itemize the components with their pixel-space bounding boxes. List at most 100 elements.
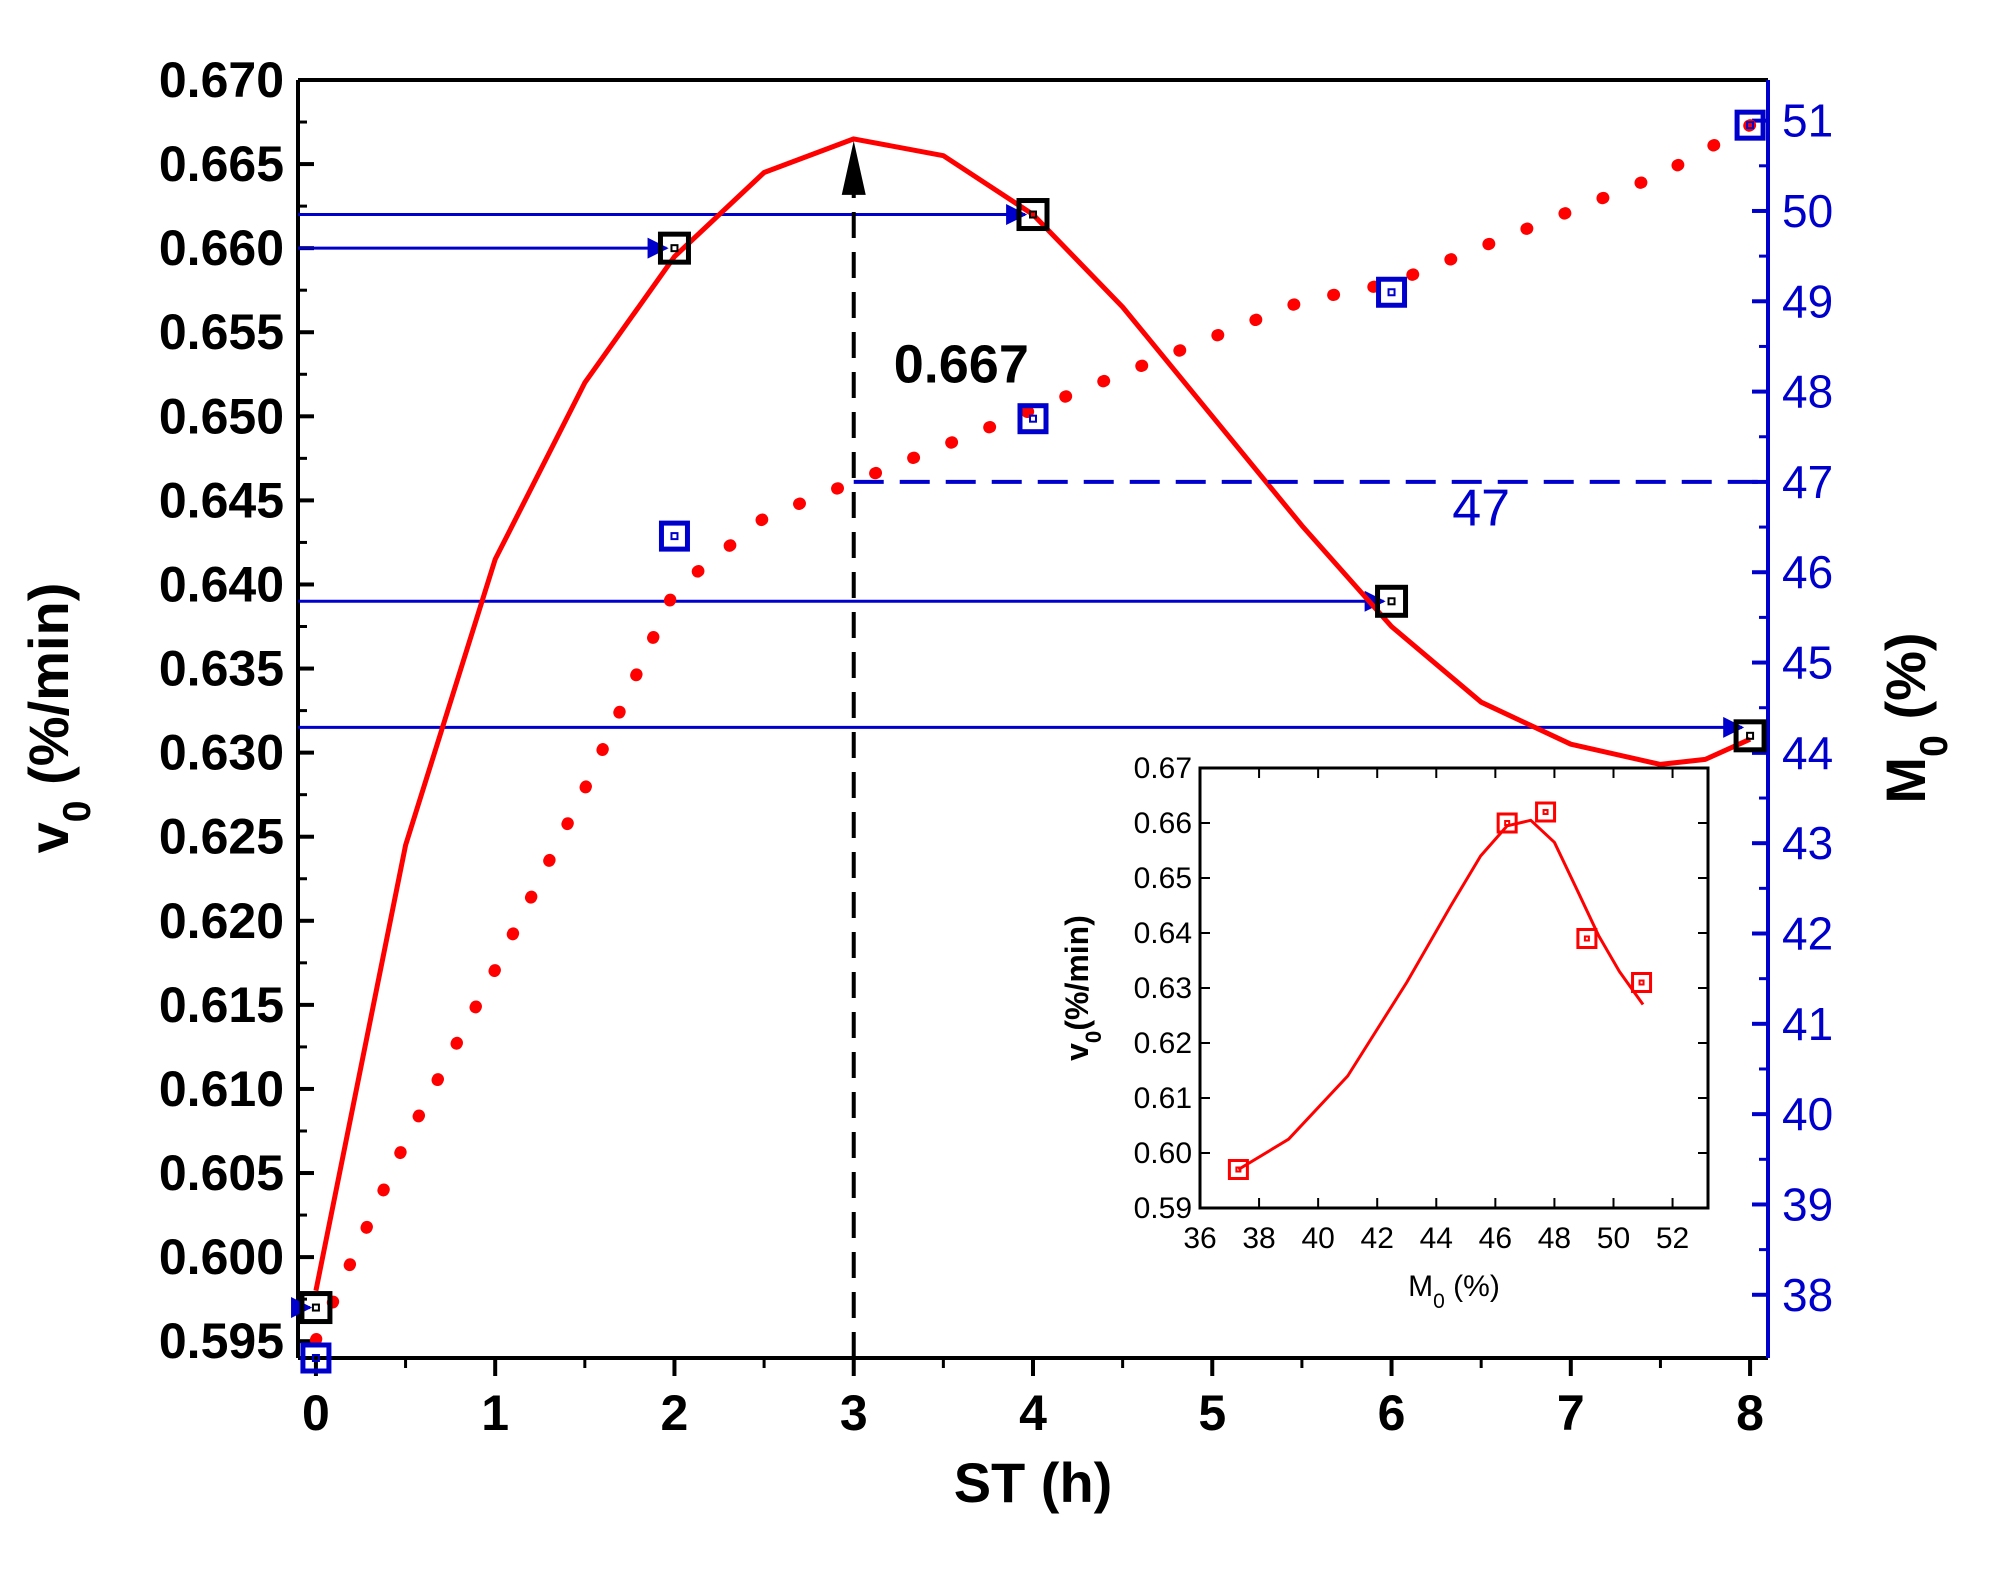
inset-y-tick-label: 0.62	[1134, 1027, 1192, 1060]
v0-marker-center	[670, 244, 679, 253]
left-tick-label: 0.605	[159, 1145, 284, 1201]
left-tick-label: 0.670	[159, 52, 284, 108]
inset-marker-center	[1504, 820, 1511, 826]
v0-marker	[1016, 198, 1050, 232]
m0-marker	[300, 1342, 332, 1374]
inset-y-axis-title: v0(%/min)	[1059, 915, 1106, 1061]
inset-marker-center	[1235, 1166, 1242, 1173]
inset-y-tick-label: 0.63	[1134, 972, 1192, 1005]
v0-marker-center	[1746, 731, 1755, 740]
inset-y-tick-label: 0.61	[1134, 1082, 1192, 1115]
right-tick-label: 50	[1782, 185, 1833, 237]
inset-y-tick-label: 0.59	[1134, 1192, 1192, 1225]
v0-marker-center	[1029, 210, 1037, 219]
v0-marker	[299, 1291, 333, 1325]
inset-marker	[1535, 801, 1557, 823]
inset-x-tick-label: 40	[1301, 1222, 1334, 1255]
left-tick-label: 0.595	[159, 1313, 284, 1369]
v0-marker	[1375, 584, 1409, 618]
m0-marker-center	[1746, 121, 1755, 130]
left-tick-label: 0.655	[159, 304, 284, 360]
x-tick-label: 1	[481, 1385, 509, 1441]
inset-y-tick-label: 0.64	[1134, 917, 1192, 950]
right-tick-label: 43	[1782, 817, 1833, 869]
left-tick-label: 0.650	[159, 388, 284, 444]
v0-marker-center	[1387, 597, 1396, 606]
inset-y-tick-label: 0.60	[1134, 1137, 1192, 1170]
inset-marker	[1227, 1159, 1249, 1180]
inset-x-tick-label: 44	[1420, 1222, 1453, 1255]
right-tick-label: 46	[1782, 546, 1833, 598]
x-tick-label: 8	[1736, 1385, 1764, 1441]
inset-x-tick-label: 46	[1479, 1222, 1512, 1255]
left-tick-label: 0.640	[159, 556, 284, 612]
right-tick-label: 51	[1782, 95, 1833, 147]
inset-x-tick-label: 50	[1597, 1222, 1630, 1255]
m0-marker	[658, 520, 690, 552]
left-tick-label: 0.620	[159, 893, 284, 949]
x-tick-label: 7	[1557, 1385, 1585, 1441]
peak-arrow-head	[841, 140, 866, 195]
m0-marker	[1376, 276, 1408, 308]
right-tick-label: 40	[1782, 1088, 1833, 1140]
inset-x-tick-label: 38	[1242, 1222, 1275, 1255]
x-axis-title: ST (h)	[954, 1451, 1113, 1514]
right-tick-label: 49	[1782, 275, 1833, 327]
inset-frame	[1198, 766, 1710, 1210]
inset-marker-center	[1638, 979, 1645, 986]
inset-marker-center	[1583, 935, 1590, 942]
left-tick-label: 0.635	[159, 641, 284, 697]
right-tick-label: 47	[1782, 456, 1833, 508]
right-tick-label: 48	[1782, 366, 1833, 418]
inset-marker	[1576, 928, 1598, 949]
right-tick-label: 39	[1782, 1178, 1833, 1230]
peak-value-label: 0.667	[894, 335, 1029, 395]
x-tick-label: 0	[302, 1385, 330, 1441]
m0-marker-center	[670, 532, 679, 541]
left-tick-label: 0.625	[159, 809, 284, 865]
left-tick-label: 0.660	[159, 220, 284, 276]
left-tick-label: 0.665	[159, 136, 284, 192]
right-tick-label: 38	[1782, 1269, 1833, 1321]
inset-y-tick-label: 0.65	[1134, 862, 1192, 895]
x-tick-label: 6	[1378, 1385, 1406, 1441]
inset-x-tick-label: 52	[1656, 1222, 1689, 1255]
v0-marker-center	[311, 1303, 320, 1312]
m0-marker	[1734, 109, 1766, 141]
right-tick-label: 44	[1782, 727, 1833, 779]
left-tick-label: 0.615	[159, 977, 284, 1033]
inset-marker	[1496, 812, 1518, 834]
inset-x-tick-label: 36	[1183, 1222, 1216, 1255]
x-tick-label: 4	[1019, 1385, 1047, 1441]
v0-marker	[1733, 719, 1767, 753]
m0-marker-center	[1029, 414, 1037, 423]
right-tick-label: 45	[1782, 637, 1833, 689]
m0-value-label: 47	[1452, 480, 1510, 538]
left-tick-label: 0.610	[159, 1061, 284, 1117]
m0-marker-center	[311, 1354, 320, 1362]
x-tick-label: 2	[661, 1385, 689, 1441]
left-tick-label: 0.600	[159, 1229, 284, 1285]
right-y-axis-title: M0 (%)	[1874, 632, 1956, 803]
x-tick-label: 3	[840, 1385, 868, 1441]
v0-fit-line	[313, 136, 1752, 1292]
x-tick-label: 5	[1198, 1385, 1226, 1441]
inset-marker-center	[1542, 809, 1549, 815]
inset-plot: 0.59 0.60 0.61 0.62 0.63 0.64 0.65 0.66 0.67 36 38…	[1059, 752, 1710, 1313]
m0-marker	[1017, 403, 1049, 435]
left-y-axis-title: v0 (%/min)	[17, 583, 99, 854]
inset-x-tick-label: 42	[1361, 1222, 1394, 1255]
inset-x-axis-title: M0 (%)	[1408, 1270, 1500, 1313]
right-tick-label: 41	[1782, 998, 1833, 1050]
right-tick-label: 42	[1782, 908, 1833, 960]
m0-marker-center	[1387, 288, 1396, 297]
v0-marker	[657, 231, 691, 265]
left-tick-label: 0.630	[159, 725, 284, 781]
inset-y-tick-label: 0.66	[1134, 807, 1192, 840]
main-plot: 0.5950.6000.6050.6100.6150.6200.6250.630…	[17, 52, 1956, 1514]
m0-fit-dotted-line	[309, 119, 1757, 1346]
inset-x-tick-label: 48	[1538, 1222, 1571, 1255]
inset-y-tick-label: 0.67	[1134, 752, 1192, 785]
inset-marker	[1631, 972, 1653, 993]
